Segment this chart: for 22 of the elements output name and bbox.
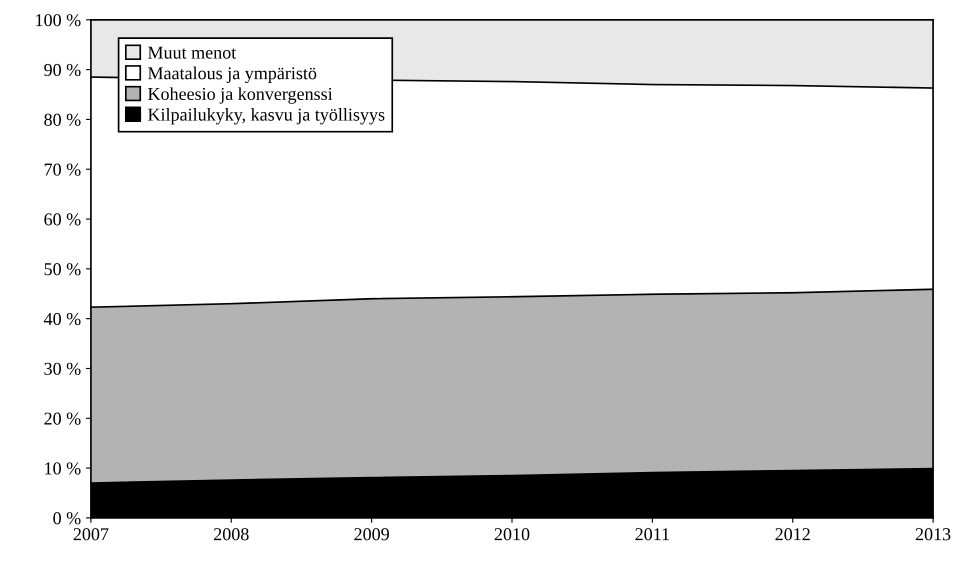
legend-label: Muut menot [148, 46, 236, 59]
y-tick-label: 0 % [53, 512, 81, 524]
legend-label: Maatalous ja ympäristö [148, 66, 316, 84]
legend-label: Koheesio ja konvergenssi [148, 87, 332, 104]
x-tick-label: 2013 [916, 528, 950, 540]
y-tick-label: 10 % [45, 462, 81, 475]
x-tick-label: 2007 [74, 528, 108, 540]
x-tick-label: 2010 [494, 528, 530, 540]
y-tick-label: 40 % [44, 312, 81, 326]
x-tick-label: 2008 [214, 528, 249, 540]
y-tick-label: 90 % [44, 64, 81, 76]
y-tick-label: 30 % [44, 362, 81, 375]
y-tick-label: 70 % [44, 163, 81, 176]
x-tick-label: 2011 [635, 528, 669, 540]
y-tick-label: 60 % [44, 213, 81, 226]
x-tick-label: 2012 [775, 528, 810, 540]
y-tick-label: 80 % [44, 114, 81, 126]
y-tick-label: 20 % [44, 412, 81, 425]
legend-label: Kilpailukyky, kasvu ja työllisyys [148, 108, 384, 124]
y-tick-label: 50 % [44, 263, 81, 276]
y-tick-label: 100 % [36, 14, 81, 26]
x-tick-label: 2009 [354, 528, 389, 540]
